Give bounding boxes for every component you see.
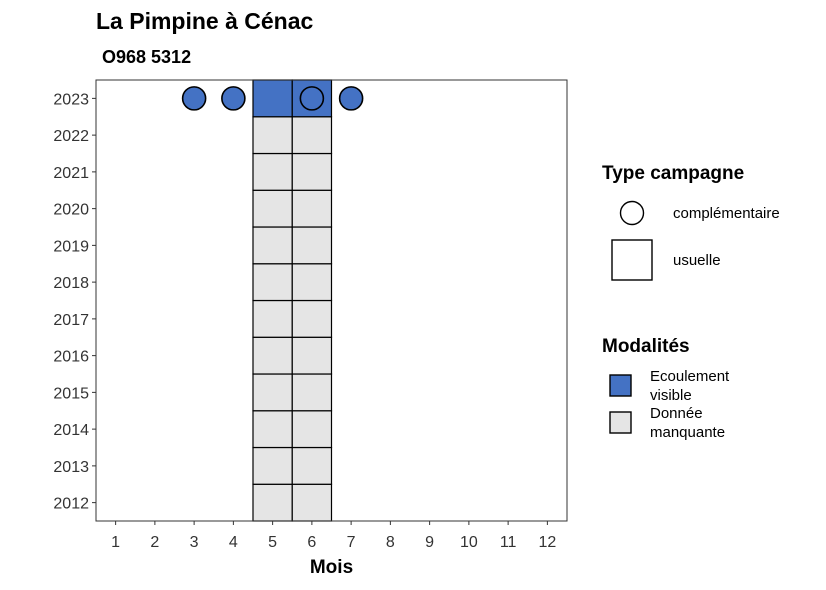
legend-label-line: manquante xyxy=(650,424,725,441)
plot-panel-border xyxy=(95,79,568,522)
cell-2014-6 xyxy=(291,410,333,449)
legend-swatch xyxy=(609,374,632,397)
point-2023-6 xyxy=(299,86,325,111)
cell-2014-5 xyxy=(252,410,293,449)
legend-label-usuelle: usuelle xyxy=(673,252,721,269)
y-tick-label-2013: 2013 xyxy=(53,459,89,476)
legend-key-circle xyxy=(619,200,645,226)
chart-title: La Pimpine à Cénac xyxy=(96,8,314,34)
y-tick-label-2022: 2022 xyxy=(53,128,89,145)
cell-2021-5 xyxy=(252,152,293,191)
cell-2012-5 xyxy=(252,483,293,522)
point-2023-4 xyxy=(221,86,246,111)
x-tick-label-11: 11 xyxy=(500,534,517,551)
cell-2018-5 xyxy=(252,263,293,302)
x-tick-label-7: 7 xyxy=(347,534,356,551)
y-tick-label-2014: 2014 xyxy=(53,422,89,439)
x-tick-label-2: 2 xyxy=(150,534,159,551)
x-tick-label-9: 9 xyxy=(425,534,434,551)
cell-2022-6 xyxy=(291,116,333,155)
point-2023-7 xyxy=(338,86,364,111)
x-tick-label-6: 6 xyxy=(307,534,316,551)
cell-2020-5 xyxy=(252,189,293,228)
cell-2016-5 xyxy=(252,336,293,375)
cell-2019-5 xyxy=(252,226,293,265)
cell-2015-5 xyxy=(252,373,293,412)
y-axis: 2012 2013 2014 2015 2016 2017 2018 2019 2020 2021… xyxy=(53,91,96,513)
legend-key-square xyxy=(611,239,653,281)
x-axis: 1 2 3 4 5 6 7 8 9 10 11 12 xyxy=(111,521,556,551)
heatmap-cells xyxy=(252,79,333,522)
legend-item-donnee-manquante: Donnée manquante xyxy=(609,405,725,441)
y-tick-label-2019: 2019 xyxy=(53,238,89,255)
cell-2018-6 xyxy=(291,263,333,302)
campaign-points xyxy=(181,86,364,111)
y-tick-label-2017: 2017 xyxy=(53,312,89,329)
cell-2012-6 xyxy=(291,483,333,522)
y-tick-label-2012: 2012 xyxy=(53,496,89,513)
x-tick-label-1: 1 xyxy=(111,534,120,551)
x-tick-label-8: 8 xyxy=(386,534,395,551)
x-tick-label-4: 4 xyxy=(229,534,238,551)
x-tick-label-5: 5 xyxy=(268,534,277,551)
legend-label-complementaire: complémentaire xyxy=(673,205,780,222)
legend-swatch xyxy=(609,411,632,434)
x-axis-title: Mois xyxy=(310,557,353,578)
legend-type-title: Type campagne xyxy=(602,163,744,184)
cell-2021-6 xyxy=(291,152,333,191)
legend-label-line: visible xyxy=(650,387,692,404)
legend-item-usuelle: usuelle xyxy=(611,239,721,281)
cell-2022-5 xyxy=(252,116,293,155)
cell-2017-5 xyxy=(252,299,293,338)
y-tick-label-2018: 2018 xyxy=(53,275,89,292)
legend-label-line: Donnée xyxy=(650,405,703,422)
point-2023-3 xyxy=(181,86,207,111)
legend-modalites-title: Modalités xyxy=(602,336,690,357)
cell-2023-5 xyxy=(252,79,293,118)
y-tick-label-2020: 2020 xyxy=(53,202,89,219)
chart-subtitle: O968 5312 xyxy=(102,47,191,67)
cell-2015-6 xyxy=(291,373,333,412)
y-tick-label-2015: 2015 xyxy=(53,385,89,402)
y-tick-label-2021: 2021 xyxy=(53,165,89,182)
x-tick-label-3: 3 xyxy=(190,534,199,551)
cell-2020-6 xyxy=(291,189,333,228)
cell-2013-5 xyxy=(252,446,293,485)
legend-item-ecoulement-visible: Ecoulement visible xyxy=(609,368,730,404)
x-tick-label-12: 12 xyxy=(538,534,556,551)
y-tick-label-2016: 2016 xyxy=(53,349,89,366)
legend-label-line: Ecoulement xyxy=(650,368,730,385)
cell-2019-6 xyxy=(291,226,333,265)
x-tick-label-10: 10 xyxy=(460,534,478,551)
cell-2017-6 xyxy=(291,299,333,338)
cell-2016-6 xyxy=(291,336,333,375)
cell-2013-6 xyxy=(291,446,333,485)
legend-item-complementaire: complémentaire xyxy=(619,200,780,226)
legend-type-campagne: Type campagne complémentaire usuelle xyxy=(602,163,780,281)
y-tick-label-2023: 2023 xyxy=(53,91,89,108)
